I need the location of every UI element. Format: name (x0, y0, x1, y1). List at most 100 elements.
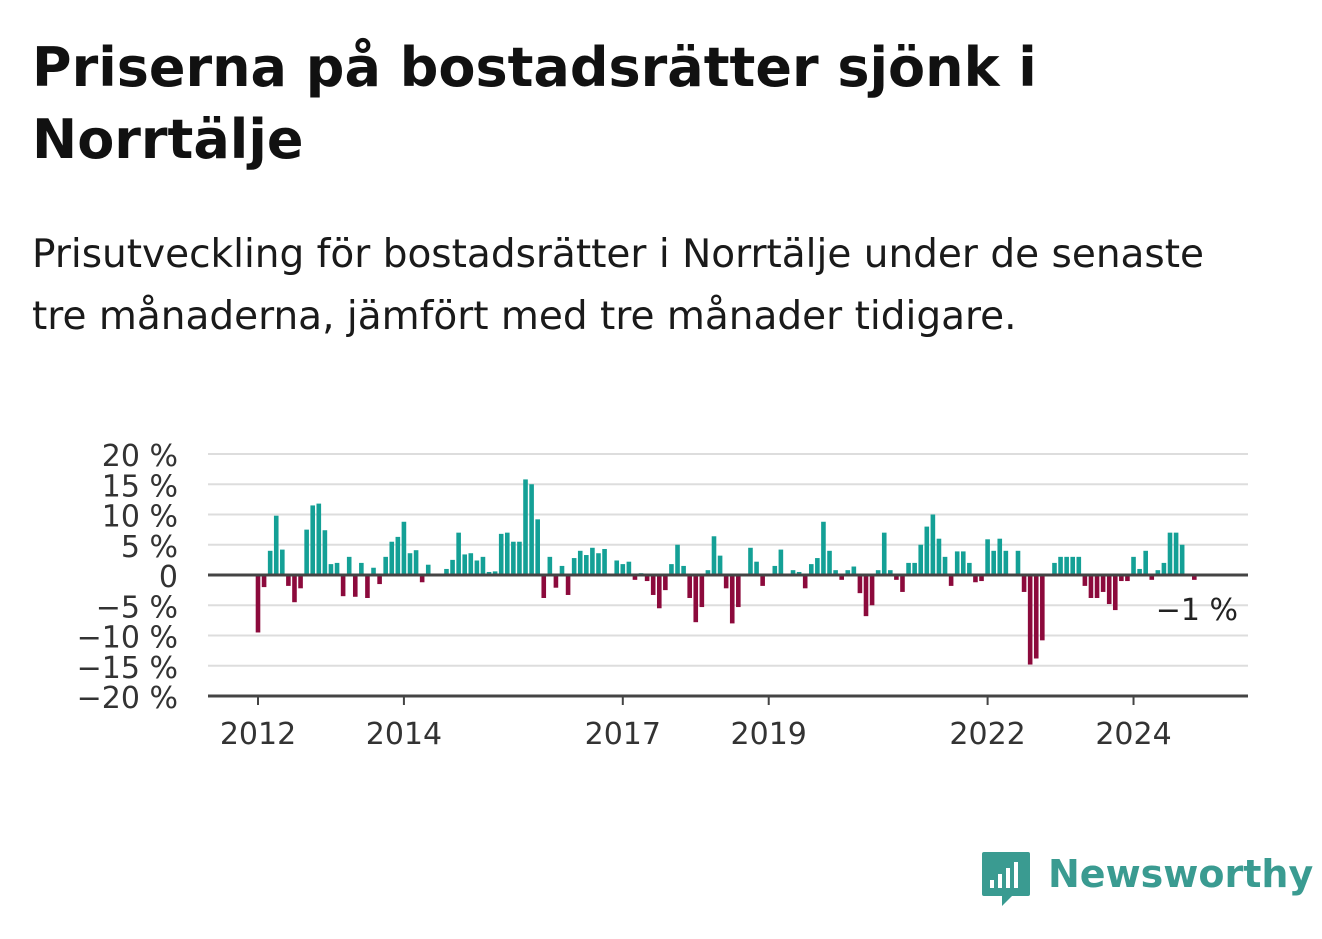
y-tick-label: 10 % (102, 500, 178, 535)
bar (729, 575, 735, 624)
bar (614, 560, 620, 575)
bar (1106, 575, 1112, 605)
bar (468, 553, 474, 575)
bar (736, 575, 741, 608)
bar (1125, 575, 1130, 582)
bar (705, 570, 711, 575)
bar (365, 575, 370, 598)
bar (979, 575, 984, 582)
bar (1155, 570, 1161, 575)
bar (869, 575, 875, 606)
bar (681, 565, 686, 575)
bar (723, 575, 729, 589)
bar (973, 575, 978, 583)
bar (1119, 575, 1124, 582)
bar (535, 519, 540, 575)
bar (833, 570, 838, 575)
chart-title: Priserna på bostadsrätter sjönk i Norrtä… (32, 36, 1037, 171)
bar (450, 559, 455, 575)
bar (322, 530, 328, 575)
bar (1015, 550, 1021, 575)
bar (1058, 556, 1063, 575)
newsworthy-logo: Newsworthy (980, 848, 1313, 912)
bar (462, 554, 468, 575)
bar (352, 575, 358, 597)
bar (924, 526, 930, 575)
bar (401, 521, 407, 575)
bar (997, 538, 1003, 575)
bar (644, 575, 650, 582)
bar (1064, 556, 1069, 575)
bar (1167, 532, 1173, 575)
bar (1137, 568, 1142, 575)
bar (273, 515, 279, 575)
bar (377, 575, 382, 585)
bar (881, 532, 887, 575)
bar (517, 541, 522, 575)
bar (1149, 575, 1155, 580)
bar (717, 555, 723, 575)
bar (1088, 575, 1094, 598)
bar (511, 541, 516, 575)
bar (687, 575, 692, 598)
bar (1179, 544, 1185, 575)
bar (894, 575, 899, 580)
bar (292, 575, 297, 603)
bar (851, 566, 857, 575)
bar (1112, 575, 1118, 611)
bar (504, 532, 510, 575)
y-tick-label: 5 % (121, 530, 178, 565)
bar (553, 575, 559, 588)
bar (930, 514, 936, 575)
bar (790, 570, 796, 575)
bar (474, 560, 480, 575)
bar (754, 561, 759, 575)
bar (802, 575, 808, 589)
bar (991, 550, 996, 575)
bar (486, 571, 492, 575)
bar (298, 575, 303, 589)
bar (699, 575, 705, 608)
bar (748, 547, 753, 575)
bar (1033, 575, 1039, 659)
bar (778, 549, 784, 575)
x-tick-label: 2014 (366, 717, 442, 752)
last-value-label: −1 % (1156, 593, 1238, 628)
bar (1052, 562, 1057, 575)
bar (523, 479, 528, 575)
y-tick-label: −5 % (96, 590, 178, 625)
bar (371, 567, 376, 575)
x-tick-label: 2017 (585, 717, 661, 752)
bar (1143, 550, 1148, 575)
bar (407, 553, 413, 575)
y-tick-label: 20 % (102, 439, 178, 474)
x-tick-label: 2024 (1095, 717, 1171, 752)
bar (590, 547, 595, 575)
y-tick-label: 15 % (102, 469, 178, 504)
bar (498, 533, 504, 575)
bar (1027, 575, 1033, 665)
bar (857, 575, 863, 594)
bar (772, 565, 778, 575)
bar (492, 571, 498, 575)
logo-icon (982, 852, 1030, 906)
bar (918, 544, 924, 575)
brand-name: Newsworthy (1048, 852, 1314, 896)
bar (547, 556, 553, 575)
bar (1076, 556, 1082, 575)
bar (942, 556, 948, 575)
bar (808, 564, 814, 575)
bar (1094, 575, 1100, 598)
bar (286, 575, 291, 586)
bar (827, 550, 832, 575)
bar (693, 575, 699, 623)
bar (985, 539, 990, 575)
x-tick-label: 2012 (220, 717, 296, 752)
bar (906, 562, 911, 575)
bar (456, 532, 461, 575)
bar (1021, 575, 1027, 592)
bar (304, 529, 309, 575)
bar (584, 555, 589, 575)
bar (419, 575, 425, 583)
bar (620, 564, 626, 575)
